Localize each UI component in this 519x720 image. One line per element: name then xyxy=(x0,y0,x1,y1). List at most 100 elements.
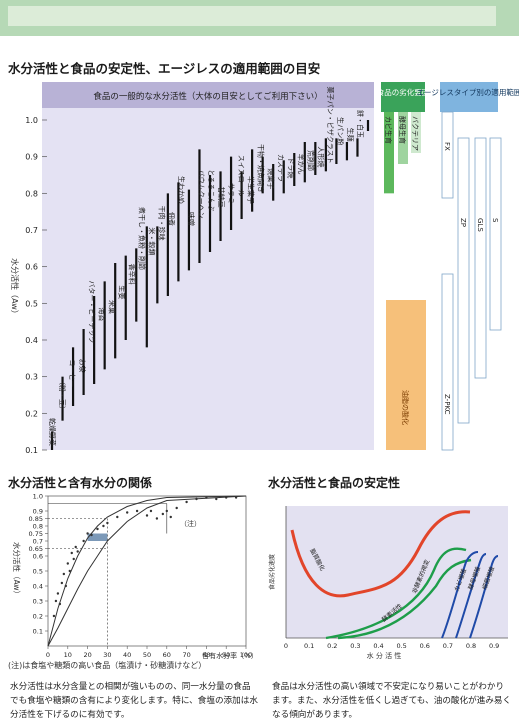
food-label: スイスロール xyxy=(237,155,245,197)
bl-x-tick-label: 80 xyxy=(202,651,210,659)
ageless-label: ZP xyxy=(459,218,467,227)
bl-y-tick-label: 0.65 xyxy=(29,545,43,553)
bl-y-label: 水分活性（Aw） xyxy=(12,542,22,598)
cause-label: バクテリア xyxy=(411,116,419,151)
main-y-tick-label: 0.1 xyxy=(25,446,38,455)
br-x-tick-label: 0.5 xyxy=(396,642,406,650)
food-label: 海苔 xyxy=(98,307,107,321)
food-label: カステラ xyxy=(277,154,285,182)
bl-data-point xyxy=(215,497,218,501)
ageless-bar xyxy=(474,137,487,379)
bl-axes: 0 10 20 30 40 50 60 70 80 90 100 0.1 0.2 0.3 0.4 0.5 0.6… xyxy=(29,493,253,660)
bl-data-point xyxy=(195,497,198,501)
bl-data-point xyxy=(58,602,62,606)
ageless-label: GLS xyxy=(476,218,484,232)
food-label: 米・穀類 xyxy=(147,227,156,255)
bl-data-point xyxy=(135,509,139,513)
bl-data-point xyxy=(90,533,93,537)
food-label: 半生菓子 xyxy=(247,176,256,204)
bl-data-point xyxy=(185,500,188,504)
br-plot-area xyxy=(286,506,508,638)
main-chart-header: 食品の一般的な水分活性（大体の目安としてご利用下さい） xyxy=(93,91,322,102)
bl-data-point xyxy=(52,614,56,618)
main-food-labels: 乾燥野菜（粉・豆）コーヒー お茶 バター・ピーナッツ 海苔米菓生姜香辛料煮干し・魚粉・… xyxy=(48,86,365,446)
curve-enzyme xyxy=(337,558,472,640)
br-x-tick-label: 0.9 xyxy=(489,642,499,650)
br-x-tick-label: 0.1 xyxy=(304,642,314,650)
main-y-axis: 0.1 0.2 0.3 0.4 0.5 0.6 0.7 0.8 0.9 1.0 xyxy=(25,116,47,455)
bottom-right-title: 水分活性と食品の安定性 xyxy=(268,476,401,490)
bl-data-point xyxy=(96,527,99,531)
cause-bar xyxy=(384,112,394,194)
cause-label: 酵母生育 xyxy=(398,116,407,144)
bl-data-point xyxy=(62,572,66,576)
bl-shaded-band xyxy=(87,533,108,541)
bl-data-point xyxy=(72,557,75,561)
ageless-header: エージレスタイプ別の適用範囲 xyxy=(417,87,519,97)
bl-data-point xyxy=(149,509,153,513)
bl-x-tick-label: 70 xyxy=(182,651,190,659)
food-label: 生姜 xyxy=(118,285,127,299)
curve-yeast xyxy=(455,553,487,639)
food-label: 人形焼 xyxy=(316,146,325,167)
bl-data-point xyxy=(66,562,69,565)
food-label: 香辛料 xyxy=(127,264,136,285)
bl-y-tick-label: 0.3 xyxy=(33,598,43,606)
bl-data-point xyxy=(54,599,58,603)
cause-bar xyxy=(398,112,408,164)
food-label: 生わかめ xyxy=(177,176,186,204)
food-label: バター・ピーナッツ xyxy=(88,280,97,343)
bl-y-tick-label: 0.9 xyxy=(33,508,43,516)
main-y-tick-label: 0.9 xyxy=(25,153,38,162)
br-x-tick-label: 0 xyxy=(284,642,288,650)
br-x-label: 水 分 活 性 xyxy=(367,651,402,660)
ageless-header-bg xyxy=(440,82,498,112)
bl-data-point xyxy=(60,581,64,585)
br-x-tick-label: 0.8 xyxy=(466,642,476,650)
bl-data-point xyxy=(76,550,79,553)
food-label: 米菓 xyxy=(108,300,117,314)
bl-y-tick-label: 0.1 xyxy=(33,628,43,636)
ageless-label: FX xyxy=(443,142,451,151)
cause-header: 食品の劣化要因 xyxy=(377,87,430,97)
bl-data-point xyxy=(169,515,172,519)
food-label: 乾燥野菜 xyxy=(48,418,57,446)
curve-lipid-oxidation xyxy=(290,510,471,598)
bl-data-point xyxy=(161,512,165,516)
food-label: 干物・焼魚開き xyxy=(257,144,266,193)
main-y-tick-label: 0.6 xyxy=(25,263,38,272)
main-chart-header-bg xyxy=(42,82,374,108)
main-range-bars xyxy=(50,120,370,450)
bl-data-point xyxy=(175,506,178,510)
paragraph-right: 食品は水分活性の高い領域で不安定になり易いことがわかります。また、水分活性を低く… xyxy=(272,682,512,720)
bl-data-point xyxy=(126,511,129,514)
ageless-bar xyxy=(441,273,454,451)
ageless-bar xyxy=(441,111,454,199)
cause-header-bg xyxy=(381,82,425,112)
cause-label: 油脂の酸化 xyxy=(401,390,410,425)
cause-label: カビ生育 xyxy=(384,116,393,144)
bl-data-point xyxy=(56,592,60,595)
bl-data-point xyxy=(86,532,89,535)
food-label: 菓子パン・ピザクラスト xyxy=(326,86,335,163)
cause-bar xyxy=(386,300,426,450)
moisture-relation-chart: 0 10 20 30 40 50 60 70 80 90 100 0.1 0.2 0.3 0.4 0.5 0.6… xyxy=(12,493,254,661)
bl-curve-lower xyxy=(47,495,247,647)
bl-data-point xyxy=(74,545,77,549)
main-chart-plot-bg xyxy=(42,108,374,450)
ageless-bars: FX Z-PKC ZP GLS S xyxy=(441,111,502,451)
top-band-inner xyxy=(8,6,496,26)
bl-data-point xyxy=(70,551,73,555)
bl-annotation: （注） xyxy=(180,519,201,528)
cause-bar xyxy=(411,112,421,153)
bl-data-point xyxy=(106,521,109,525)
main-y-tick-label: 0.2 xyxy=(25,409,38,418)
bl-data-point xyxy=(165,509,168,513)
bl-x-tick-label: 50 xyxy=(143,651,151,659)
br-x-tick-label: 0.3 xyxy=(350,642,360,650)
ageless-bar xyxy=(489,137,502,331)
bl-x-tick-label: 20 xyxy=(83,651,91,659)
bl-y-tick-label: 0.6 xyxy=(33,553,43,561)
bl-y-tick-label: 0.5 xyxy=(33,568,43,576)
main-y-tick-label: 0.8 xyxy=(25,189,38,198)
